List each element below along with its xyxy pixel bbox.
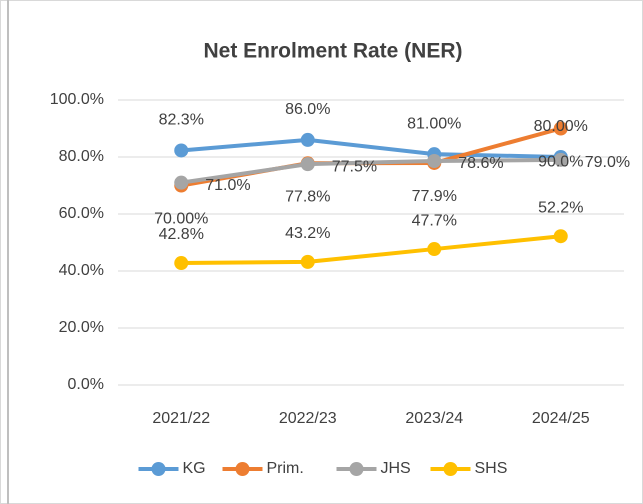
legend-swatch-marker — [235, 462, 250, 476]
data-label: 86.0% — [285, 101, 330, 118]
legend-label: Prim. — [267, 460, 304, 477]
x-tick-label: 2021/22 — [152, 410, 210, 427]
y-tick-label: 0.0% — [68, 376, 104, 393]
legend-swatch-marker — [151, 462, 166, 476]
data-label: 47.7% — [412, 212, 457, 229]
data-label: 90.0% — [538, 154, 583, 171]
x-tick-label: 2023/24 — [405, 410, 463, 427]
x-tick-label: 2022/23 — [279, 410, 337, 427]
data-point — [174, 256, 189, 271]
data-point — [427, 242, 442, 257]
data-label: 77.5% — [332, 158, 377, 175]
legend-swatch-marker — [443, 462, 458, 476]
series-line — [180, 157, 561, 185]
data-point — [427, 153, 442, 168]
data-label: 43.2% — [285, 225, 330, 242]
data-label: 52.2% — [538, 199, 583, 216]
data-label: 77.9% — [412, 188, 457, 205]
legend-label: SHS — [475, 460, 508, 477]
series-line — [181, 137, 561, 159]
data-label: 77.8% — [285, 188, 330, 205]
data-point — [300, 254, 315, 269]
legend-label: KG — [183, 460, 206, 477]
data-point — [174, 143, 189, 158]
legend-label: JHS — [381, 460, 411, 477]
data-label: 42.8% — [159, 226, 204, 243]
y-tick-label: 20.0% — [59, 319, 104, 336]
y-tick-label: 80.0% — [59, 148, 104, 165]
data-label: 82.3% — [159, 112, 204, 129]
legend-swatch-marker — [349, 462, 364, 476]
data-point — [553, 121, 568, 136]
data-point — [300, 132, 315, 147]
y-tick-label: 40.0% — [59, 262, 104, 279]
data-label: 78.6% — [458, 155, 503, 172]
data-label: 80.00% — [534, 118, 588, 135]
y-tick-label: 100.0% — [50, 91, 104, 108]
data-point — [174, 175, 189, 190]
data-label: 81.00% — [407, 115, 461, 132]
data-point — [300, 157, 315, 172]
data-point — [553, 152, 568, 167]
data-label: 71.0% — [205, 177, 250, 194]
x-tick-label: 2024/25 — [532, 410, 590, 427]
data-label: 70.00% — [154, 211, 208, 228]
data-label: 79.0% — [585, 154, 630, 171]
chart-title: Net Enrolment Rate (NER) — [203, 40, 462, 63]
y-tick-label: 60.0% — [59, 205, 104, 222]
data-point — [553, 229, 568, 244]
series-line — [181, 234, 561, 266]
